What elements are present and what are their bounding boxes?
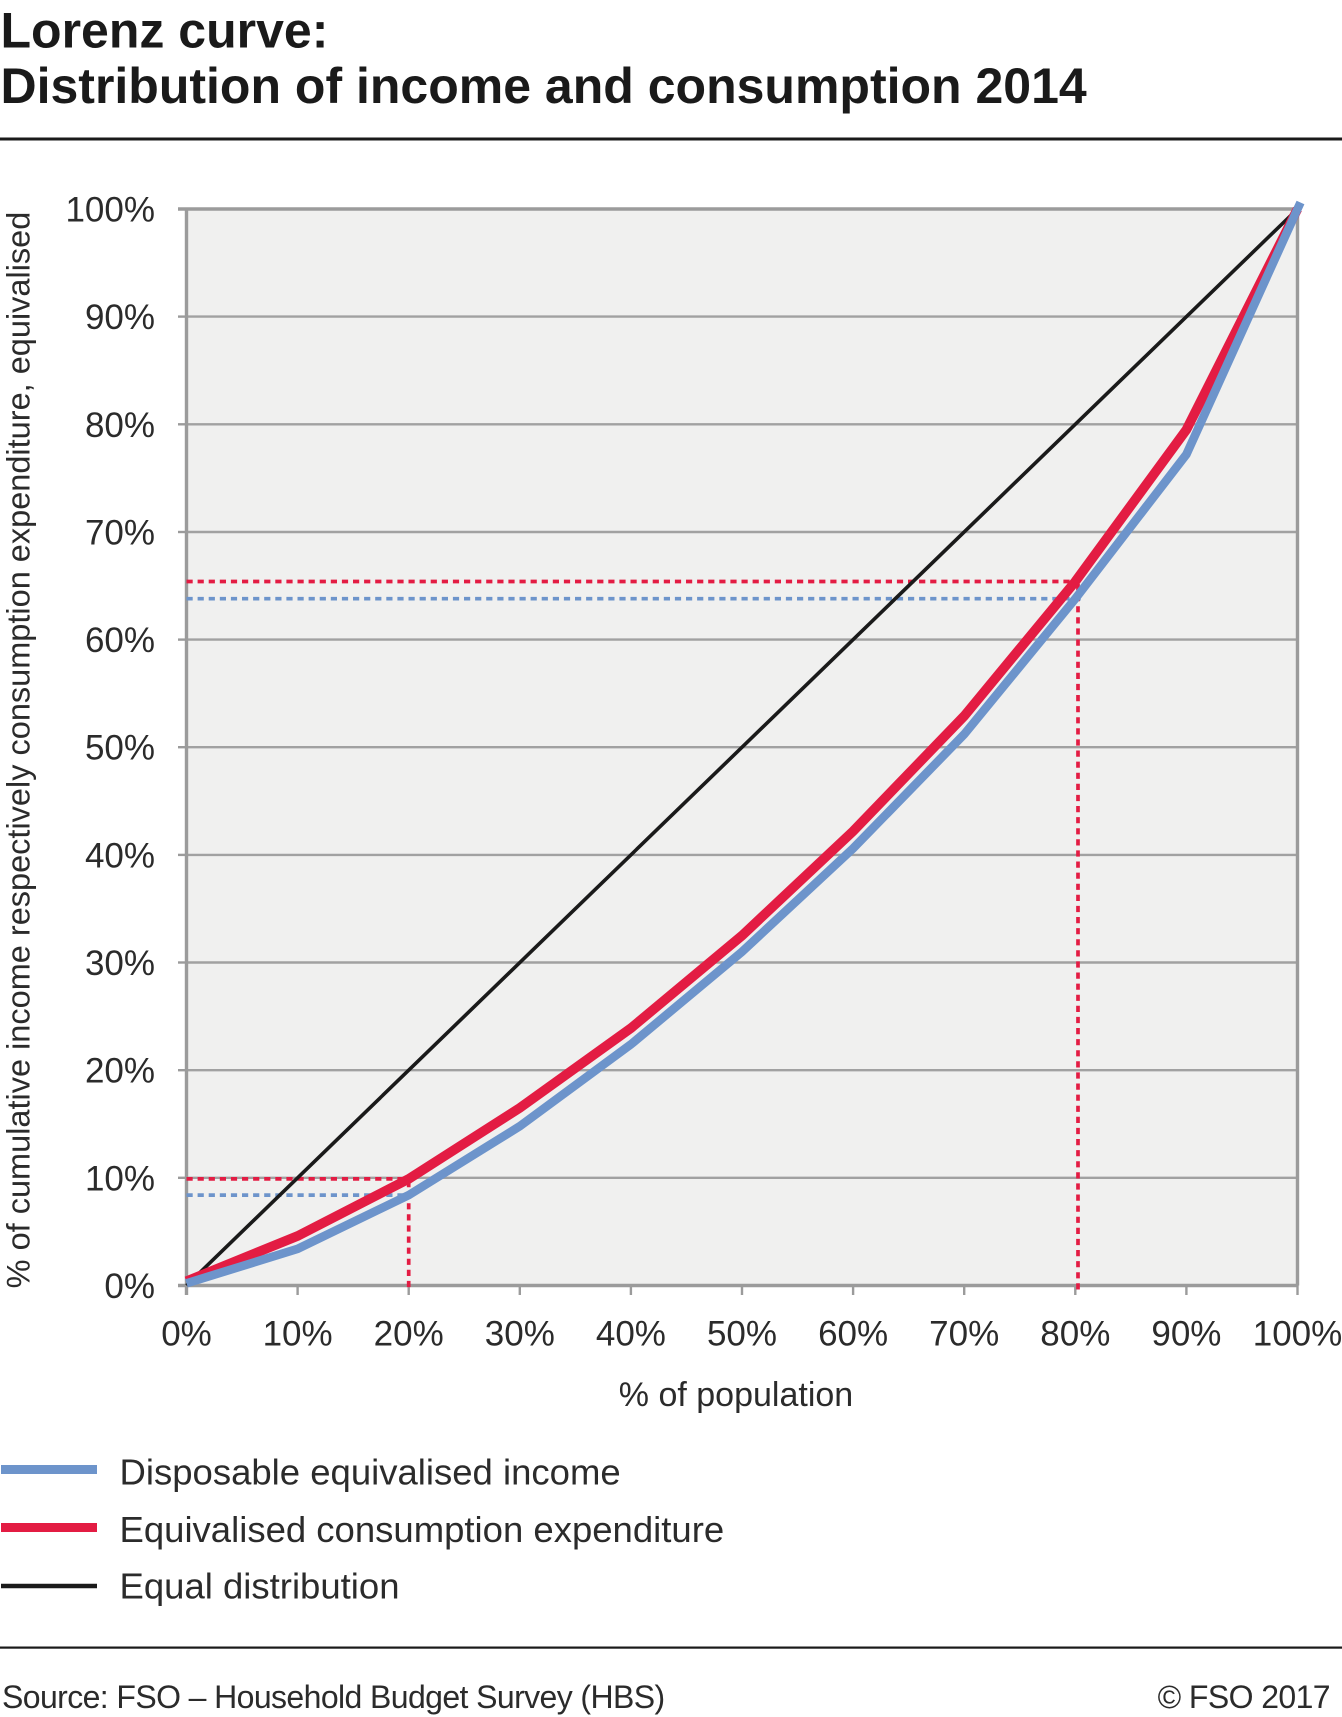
svg-text:© FSO 2017: © FSO 2017 [1158,1679,1330,1715]
svg-text:60%: 60% [85,621,155,660]
svg-text:Equivalised consumption expend: Equivalised consumption expenditure [120,1509,725,1550]
svg-text:0%: 0% [104,1267,155,1306]
svg-text:100%: 100% [1253,1315,1342,1354]
svg-text:30%: 30% [485,1315,555,1354]
svg-text:70%: 70% [929,1315,999,1354]
svg-text:Disposable equivalised income: Disposable equivalised income [120,1452,621,1493]
svg-text:10%: 10% [263,1315,333,1354]
svg-text:% of cumulative income respect: % of cumulative income respectively cons… [1,212,37,1289]
svg-text:40%: 40% [85,836,155,875]
svg-text:40%: 40% [596,1315,666,1354]
svg-text:60%: 60% [818,1315,888,1354]
svg-text:90%: 90% [1151,1315,1221,1354]
svg-text:Source: FSO – Household Budget: Source: FSO – Household Budget Survey (H… [2,1679,665,1715]
svg-text:80%: 80% [1040,1315,1110,1354]
svg-text:20%: 20% [374,1315,444,1354]
svg-text:70%: 70% [85,514,155,553]
svg-text:50%: 50% [707,1315,777,1354]
svg-text:Equal distribution: Equal distribution [120,1566,400,1607]
svg-text:80%: 80% [85,406,155,445]
svg-text:50%: 50% [85,729,155,768]
svg-text:% of population: % of population [619,1376,853,1414]
svg-text:0%: 0% [161,1315,212,1354]
svg-text:Distribution of income and con: Distribution of income and consumption 2… [1,58,1087,114]
svg-text:10%: 10% [85,1159,155,1198]
svg-text:90%: 90% [85,298,155,337]
svg-text:20%: 20% [85,1052,155,1091]
svg-text:Lorenz curve:: Lorenz curve: [1,3,329,59]
svg-text:30%: 30% [85,944,155,983]
svg-text:100%: 100% [65,191,155,230]
